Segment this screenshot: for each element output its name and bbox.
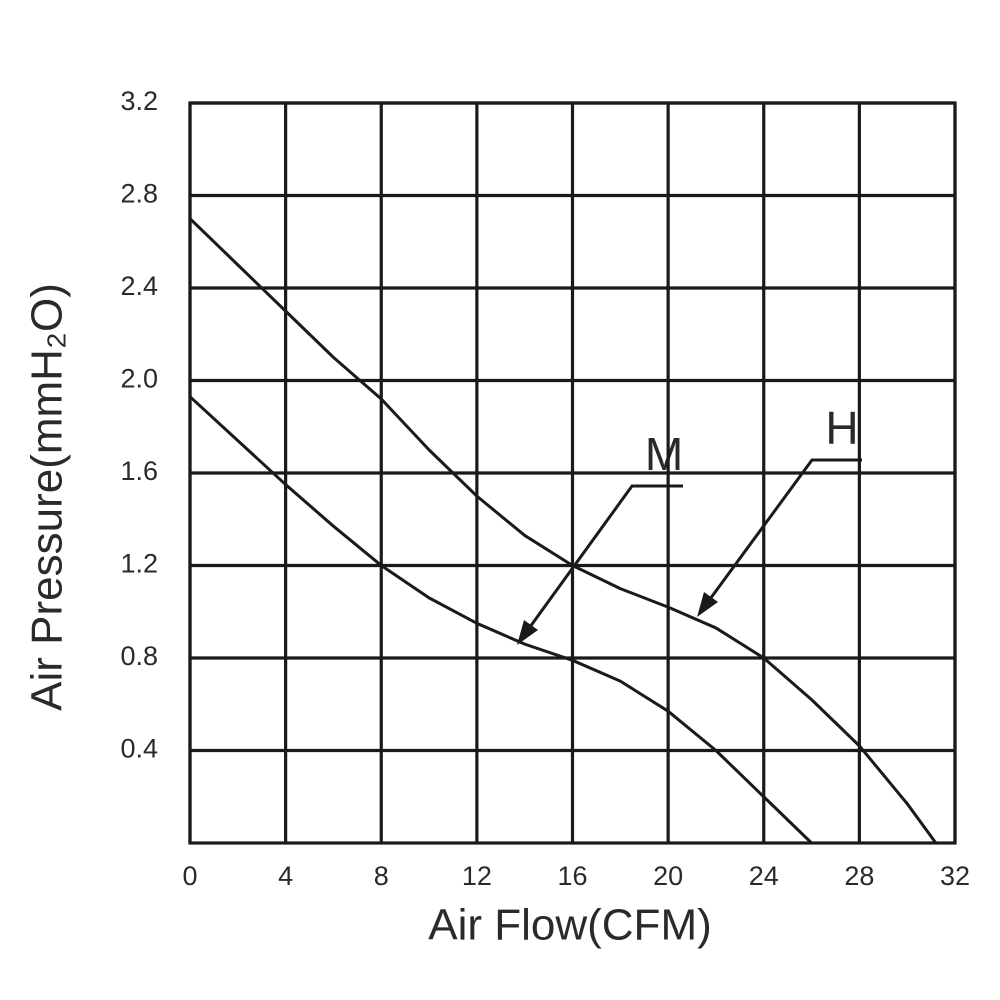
x-axis-title: Air Flow(CFM) [428, 901, 712, 950]
y-tick-label: 0.8 [120, 641, 158, 671]
x-tick-label: 0 [182, 861, 197, 891]
x-tick-label: 12 [462, 861, 492, 891]
x-tick-label: 4 [278, 861, 293, 891]
plot-frame [188, 101, 957, 845]
series-label: H [825, 402, 858, 454]
y-tick-label: 2.4 [120, 271, 158, 301]
arrowhead [517, 620, 538, 645]
x-tick-label: 8 [374, 861, 389, 891]
x-tick-label: 20 [653, 861, 683, 891]
x-tick-label: 16 [557, 861, 587, 891]
x-tick-label: 32 [940, 861, 970, 891]
arrowhead [697, 592, 718, 617]
annotations: HM [517, 402, 862, 645]
y-tick-label: 0.4 [120, 734, 158, 764]
y-tick-label: 3.2 [120, 86, 158, 116]
leader-line [520, 484, 683, 639]
x-tick-label: 28 [844, 861, 874, 891]
leader-line [700, 458, 862, 611]
y-tick-label: 2.0 [120, 364, 158, 394]
y-tick-label: 2.8 [120, 179, 158, 209]
y-tick-label: 1.2 [120, 549, 158, 579]
curve [188, 395, 813, 845]
x-tick-label: 24 [749, 861, 779, 891]
y-axis-title: Air Pressure(mmH₂O) [23, 283, 72, 711]
y-tick-label: 1.6 [120, 456, 158, 486]
curve [188, 217, 938, 844]
